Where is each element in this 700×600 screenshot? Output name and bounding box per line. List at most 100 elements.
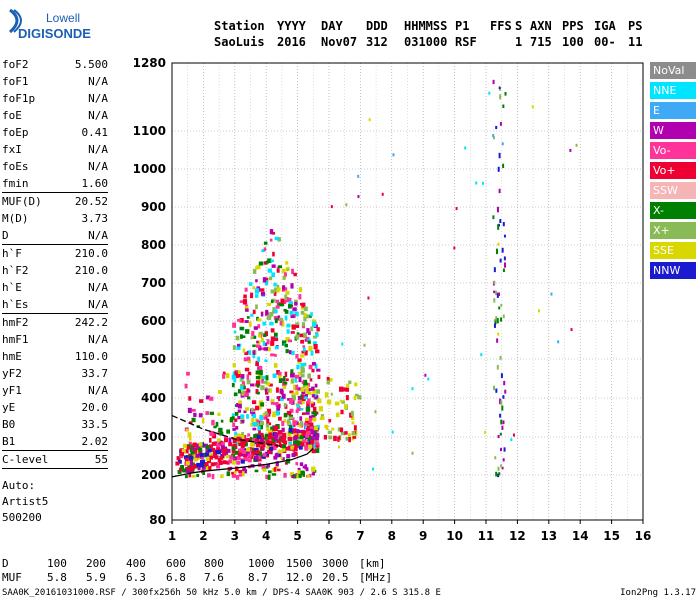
echo-point	[367, 296, 370, 300]
echo-point	[494, 319, 497, 325]
x-tick-label: 7	[356, 529, 364, 543]
echo-point	[188, 453, 193, 458]
echo-point	[308, 391, 312, 395]
echo-point	[255, 279, 258, 283]
param-value: N/A	[88, 92, 108, 105]
echo-point	[512, 433, 515, 437]
x-trace-line	[171, 414, 283, 448]
echo-point	[252, 344, 256, 348]
echo-point	[273, 332, 278, 337]
echo-point	[208, 465, 212, 471]
echo-point	[255, 375, 261, 380]
legend-item-w: W	[650, 122, 696, 139]
echo-point	[258, 451, 263, 456]
param-value: 33.7	[81, 367, 109, 380]
echo-point	[247, 371, 252, 376]
echo-point	[290, 373, 295, 378]
echo-point	[242, 471, 245, 477]
echo-point	[275, 461, 279, 467]
echo-point	[253, 434, 258, 439]
echo-point	[208, 396, 214, 401]
echo-point	[297, 467, 301, 471]
echo-point	[299, 435, 304, 440]
echo-point	[264, 280, 269, 286]
echo-point	[503, 380, 506, 386]
echo-point	[343, 387, 347, 392]
echo-point	[252, 355, 256, 359]
echo-point	[501, 142, 504, 146]
echo-point	[231, 473, 237, 478]
echo-point	[282, 285, 286, 290]
muf-frequency-value: 20.5	[322, 571, 349, 584]
echo-point	[235, 335, 240, 341]
echo-point	[302, 394, 305, 398]
muf-frequency-value: 12.0	[286, 571, 313, 584]
echo-point	[281, 268, 286, 274]
echo-point	[209, 455, 214, 460]
echo-point	[345, 436, 349, 441]
echo-point	[273, 282, 277, 287]
echo-point	[255, 344, 261, 348]
header-label-7: S	[515, 19, 523, 33]
echo-point	[233, 392, 238, 397]
echo-point	[499, 121, 502, 126]
echo-point	[288, 297, 292, 302]
echo-point	[274, 353, 277, 357]
echo-point	[295, 409, 299, 414]
echo-point	[310, 350, 314, 356]
echo-point	[351, 416, 355, 420]
echo-point	[270, 289, 275, 294]
echo-point	[498, 292, 501, 297]
param-row: B1 2.02	[2, 433, 108, 450]
echo-point	[205, 411, 209, 415]
echo-point	[191, 474, 196, 478]
echo-point	[279, 397, 284, 401]
param-name: yF2	[2, 367, 22, 380]
param-separator	[2, 244, 108, 245]
echo-point	[252, 414, 257, 419]
echo-point	[265, 423, 270, 428]
echo-point	[354, 382, 358, 387]
echo-point	[223, 436, 228, 440]
echo-point	[303, 312, 307, 318]
echo-point	[247, 396, 251, 400]
header-value-10: 00-	[594, 35, 616, 49]
echo-point	[265, 439, 270, 444]
echo-point	[273, 425, 279, 432]
legend-item-nnw: NNW	[650, 262, 696, 279]
echo-point	[316, 327, 320, 332]
echo-point	[311, 368, 315, 373]
echo-point	[231, 374, 237, 380]
echo-point	[267, 389, 270, 393]
echo-point	[495, 248, 498, 255]
echo-point	[175, 461, 180, 466]
echo-point	[497, 242, 500, 246]
echo-point	[178, 467, 183, 472]
echo-point	[427, 377, 430, 381]
echo-point	[191, 462, 195, 466]
echo-point	[294, 440, 299, 445]
echo-point	[207, 473, 211, 478]
muf-distance-value: 3000	[322, 557, 349, 570]
echo-point	[256, 419, 260, 424]
echo-point	[205, 457, 210, 462]
echo-point	[498, 188, 501, 194]
echo-point	[196, 462, 201, 467]
echo-point	[248, 321, 252, 327]
echo-point	[292, 428, 297, 433]
echo-point	[311, 321, 317, 327]
echo-point	[244, 457, 249, 462]
echo-point	[302, 363, 306, 367]
echo-point	[303, 422, 308, 426]
echo-point	[254, 383, 258, 387]
echo-point	[235, 474, 240, 480]
echo-point	[274, 318, 278, 324]
param-value: N/A	[88, 109, 108, 122]
echo-point	[283, 412, 288, 418]
echo-point	[273, 467, 277, 472]
echo-point	[301, 431, 306, 436]
echo-point	[287, 339, 293, 343]
echo-point	[288, 425, 293, 431]
echo-point	[270, 426, 274, 432]
echo-point	[328, 418, 332, 423]
